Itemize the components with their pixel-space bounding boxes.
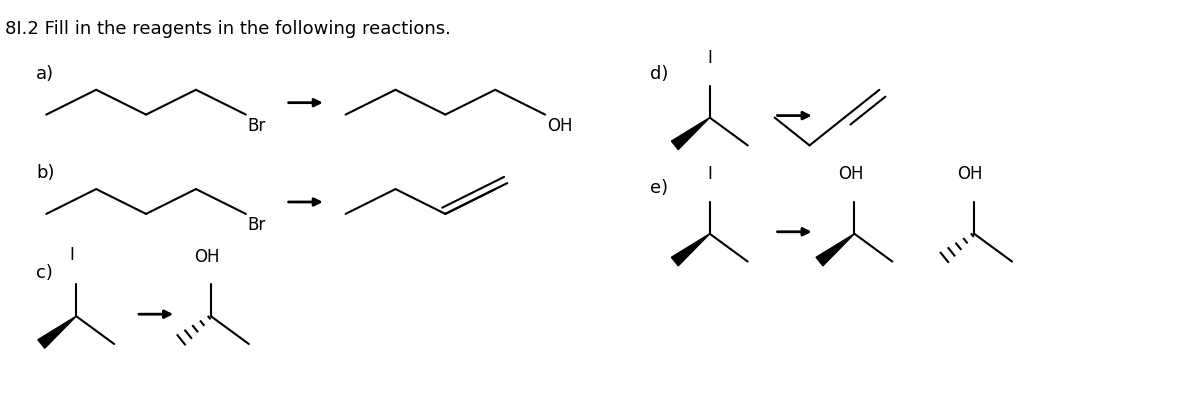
Text: 8I.2 Fill in the reagents in the following reactions.: 8I.2 Fill in the reagents in the followi… [5,20,451,38]
Text: OH: OH [547,117,572,134]
Text: Br: Br [248,216,266,234]
Polygon shape [671,234,709,266]
Text: b): b) [36,164,55,182]
Text: d): d) [650,65,668,83]
Text: OH: OH [194,248,220,266]
Text: Br: Br [248,117,266,134]
Text: OH: OH [838,165,863,183]
Text: e): e) [650,179,668,197]
Text: I: I [707,49,712,67]
Polygon shape [38,316,77,348]
Polygon shape [816,234,854,266]
Text: I: I [70,246,74,264]
Text: a): a) [36,65,54,83]
Text: I: I [707,165,712,183]
Text: c): c) [36,264,53,282]
Polygon shape [671,118,709,150]
Text: OH: OH [958,165,983,183]
